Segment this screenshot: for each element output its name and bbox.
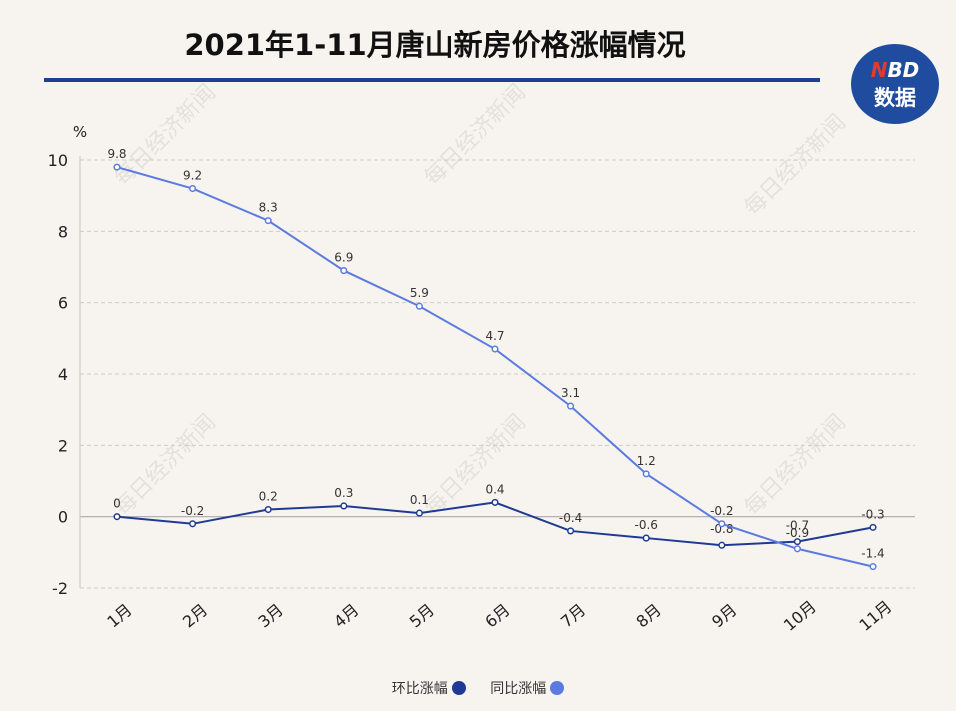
- data-point: [642, 534, 650, 542]
- legend: 环比涨幅 同比涨幅: [0, 678, 956, 698]
- data-label: 9.2: [183, 169, 202, 183]
- data-label: -0.3: [861, 507, 884, 521]
- data-point: [264, 217, 272, 225]
- data-point: [567, 402, 575, 410]
- y-tick-label: 2: [58, 436, 68, 455]
- x-tick-label: 6月: [481, 600, 513, 631]
- series-group: 0-0.20.2 0.30.10.4-0.4-0.6 -0.8 -0.7-0.39.8…: [107, 147, 885, 571]
- data-label: 9.8: [107, 147, 126, 161]
- data-point: [491, 498, 499, 506]
- x-tick-label: 7月: [557, 600, 589, 631]
- data-point: [340, 267, 348, 275]
- series-yoy: 9.8 9.2 8.3 6.9 5.9 4.7 3.1 1.2 -0.2 -0.9 -1.4: [107, 147, 885, 571]
- legend-label-mom: 环比涨幅: [391, 681, 448, 697]
- y-tick-label: 4: [58, 365, 68, 384]
- data-label: 5.9: [410, 286, 429, 300]
- data-point: [415, 509, 423, 517]
- data-label: 0.4: [485, 482, 504, 496]
- data-point: [869, 523, 877, 531]
- x-tick-label: 11月: [855, 597, 895, 635]
- data-label: 6.9: [334, 251, 353, 265]
- legend-item-mom[interactable]: 环比涨幅: [392, 678, 466, 698]
- data-label: 8.3: [259, 201, 278, 215]
- legend-swatch-mom: [451, 681, 466, 695]
- watermark-text: 每日经济新闻: [740, 110, 851, 221]
- data-point: [189, 520, 197, 528]
- data-point: [264, 505, 272, 514]
- chart-title: 2021年1-11月唐山新房价格涨幅情况: [184, 28, 686, 62]
- logo-top-text: NBD: [851, 58, 939, 82]
- data-point: [567, 527, 575, 535]
- logo-bd: BD: [887, 58, 920, 82]
- data-point: [718, 541, 726, 549]
- y-axis-unit: %: [73, 123, 87, 141]
- watermark-text: 每日经济新闻: [110, 80, 221, 191]
- data-label: -0.6: [634, 518, 657, 532]
- nbd-logo: NBD 数据: [851, 44, 939, 124]
- title-underline: [44, 78, 820, 82]
- logo-bottom-text: 数据: [874, 86, 916, 110]
- legend-label-yoy: 同比涨幅: [490, 681, 547, 697]
- x-tick-label: 9月: [708, 600, 740, 631]
- y-tick-label: 6: [58, 294, 68, 313]
- x-axis: 1月 2月 3月 4月 5月 6月 7月 8月 9月 10月 11月: [103, 597, 895, 635]
- data-label: -0.2: [710, 504, 733, 518]
- legend-swatch-yoy: [550, 681, 565, 695]
- y-tick-label: -2: [52, 579, 68, 598]
- data-label: 0.3: [334, 486, 353, 500]
- data-point: [793, 538, 801, 546]
- data-label: 4.7: [485, 329, 504, 343]
- y-axis: -2 0 2 4 6 8 10%: [48, 123, 87, 598]
- x-tick-label: 4月: [330, 600, 362, 631]
- data-point: [642, 470, 650, 478]
- data-label: 3.1: [561, 386, 580, 400]
- data-label: 0: [113, 497, 121, 511]
- x-tick-label: 8月: [633, 600, 665, 631]
- data-label: -0.7: [786, 519, 809, 533]
- x-tick-label: 3月: [255, 600, 287, 631]
- data-point: [491, 345, 499, 353]
- data-point: [718, 520, 726, 528]
- data-point: [113, 513, 121, 521]
- data-point: [415, 302, 423, 310]
- data-point: [793, 545, 801, 553]
- series-mom: 0-0.20.2 0.30.10.4-0.4-0.6 -0.8 -0.7-0.3: [113, 482, 885, 549]
- x-tick-label: 10月: [780, 597, 820, 635]
- watermark-text: 每日经济新闻: [420, 80, 531, 191]
- gridlines: [80, 159, 915, 589]
- y-tick-label: 10: [48, 151, 68, 170]
- watermark-text: 每日经济新闻: [740, 410, 851, 521]
- x-tick-label: 5月: [406, 600, 438, 631]
- data-label: 0.1: [410, 493, 429, 507]
- y-tick-label: 0: [58, 508, 68, 527]
- data-point: [869, 563, 877, 571]
- data-label: -0.2: [181, 504, 204, 518]
- data-label: -0.4: [559, 511, 582, 525]
- data-point: [113, 163, 121, 171]
- data-point: [340, 502, 348, 510]
- x-tick-label: 1月: [103, 600, 135, 631]
- data-label: 0.2: [259, 490, 278, 504]
- y-tick-label: 8: [58, 222, 68, 241]
- logo-n: N: [870, 58, 888, 82]
- data-point: [189, 184, 197, 193]
- data-label: -0.9: [786, 526, 809, 540]
- x-tick-label: 2月: [179, 600, 211, 631]
- legend-item-yoy[interactable]: 同比涨幅: [490, 678, 565, 698]
- data-label: -1.4: [861, 547, 884, 561]
- data-label: 1.2: [637, 454, 656, 468]
